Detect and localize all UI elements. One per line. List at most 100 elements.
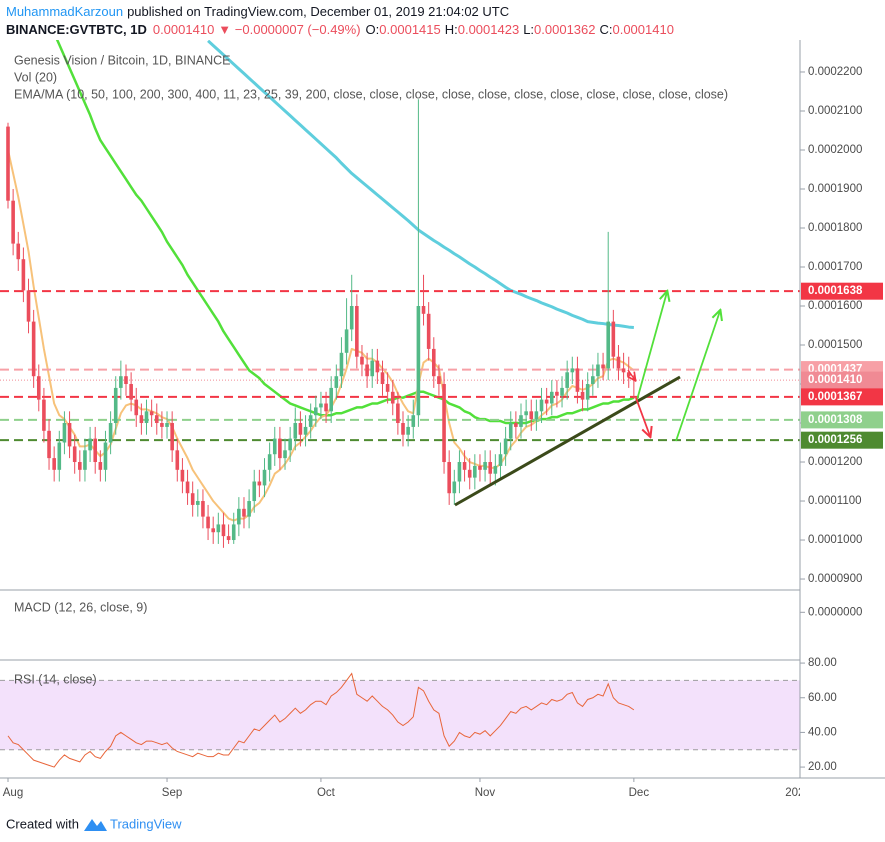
candle-body — [72, 446, 77, 463]
candle-body — [88, 438, 92, 451]
symbol: BINANCE:GVTBTC, 1D — [6, 22, 147, 37]
moving-average — [207, 40, 634, 329]
logo — [84, 819, 107, 831]
level-price-label: 0.0001367 — [808, 391, 862, 403]
candle-body — [575, 368, 580, 392]
candle-body — [473, 465, 477, 478]
candle-body — [6, 126, 10, 201]
candle-body — [421, 306, 426, 314]
candle-body — [611, 321, 616, 357]
candle-body — [565, 372, 569, 388]
candle-body — [303, 426, 308, 435]
candle-body — [21, 259, 26, 291]
candle-body — [288, 438, 292, 451]
candle-body — [134, 399, 139, 416]
last-price: 0.0001410 — [153, 22, 214, 37]
candle-body — [544, 399, 549, 404]
candle-body — [16, 243, 21, 260]
symbol-line: BINANCE:GVTBTC, 1D 0.0001410 ▼ −0.0000007 … — [6, 22, 674, 37]
y-tick-label: 40.00 — [808, 726, 837, 738]
y-tick-label: 80.00 — [808, 657, 837, 669]
candle-body — [416, 306, 421, 416]
y-tick-label: 0.0002200 — [808, 66, 862, 78]
rsi-title: RSI (14, close) — [14, 672, 97, 686]
rsi-band — [0, 680, 800, 750]
x-tick-label: Sep — [162, 787, 182, 799]
candle-body — [57, 442, 62, 470]
arrow-up — [636, 292, 667, 401]
x-tick-label: Oct — [317, 787, 336, 799]
arrow-down — [635, 397, 650, 436]
arrow-up — [675, 311, 720, 442]
candle-body — [149, 411, 154, 416]
candle-body — [47, 430, 51, 459]
candle-body — [93, 438, 98, 463]
y-tick-label: 20.00 — [808, 761, 837, 773]
candle-body — [519, 415, 523, 427]
ohlc-value: 0.0001362 — [534, 22, 595, 37]
level-price-label: 0.0001410 — [808, 374, 862, 386]
rsi-pane — [0, 672, 800, 768]
candle-body — [339, 352, 344, 377]
y-tick-label: 0.0000000 — [808, 606, 862, 618]
y-tick-label: 0.0001600 — [808, 300, 862, 312]
candle-body — [242, 508, 246, 517]
time-axis-labels: Aug Sep Oct Nov Dec 2020 — [3, 787, 800, 799]
author[interactable]: MuhammadKarzoun — [6, 4, 123, 19]
candle-body — [334, 376, 339, 388]
candle-body — [355, 306, 359, 357]
candle-body — [524, 411, 528, 416]
level-price-label: 0.0001308 — [808, 414, 863, 426]
candle-body — [462, 462, 467, 470]
candle-body — [621, 368, 626, 373]
candle-body — [478, 465, 482, 470]
ohlc-key: C: — [599, 22, 612, 37]
header-line: MuhammadKarzoun published on TradingView.… — [6, 4, 509, 19]
candle-body — [226, 536, 231, 541]
candle-body — [508, 423, 513, 439]
candle-body — [262, 469, 267, 486]
candle-body — [360, 356, 364, 365]
candle-body — [278, 438, 282, 459]
candle-body — [52, 458, 56, 470]
candle-body — [83, 450, 87, 470]
candle-body — [498, 454, 503, 466]
candle-body — [452, 481, 457, 494]
candle-body — [314, 407, 318, 416]
candle-body — [267, 454, 272, 470]
candle-body — [344, 329, 349, 353]
ohlc-key: H: — [445, 22, 458, 37]
ohlc-key: L: — [523, 22, 534, 37]
candle-body — [560, 387, 564, 396]
candle-body — [113, 387, 118, 424]
candle-body — [298, 423, 303, 435]
ohlc-value: 0.0001410 — [612, 22, 673, 37]
candle-body — [493, 465, 498, 474]
candle-body — [31, 321, 36, 377]
candle-body — [483, 462, 487, 470]
candle-body — [467, 469, 472, 478]
ohlc-key: O: — [366, 22, 380, 37]
candle-body — [206, 516, 210, 529]
y-tick-label: 0.0001100 — [808, 495, 862, 507]
trend-line — [454, 375, 681, 507]
candle-body — [129, 384, 133, 400]
candle-body — [42, 399, 46, 431]
x-tick-label: Aug — [3, 787, 23, 799]
y-tick-label: 0.0001700 — [808, 261, 862, 273]
y-tick-label: 0.0001900 — [808, 183, 862, 195]
brand[interactable]: TradingView — [110, 816, 182, 831]
candle-body — [390, 391, 395, 404]
change: ▼ −0.0000007 (−0.49%) — [218, 22, 360, 37]
candle-body — [319, 403, 323, 408]
y-tick-label: 0.0001000 — [808, 534, 862, 546]
price-pane — [0, 40, 800, 548]
level-price-box — [801, 431, 883, 449]
candle-body — [396, 403, 400, 424]
candle-body — [283, 450, 287, 459]
candle-body — [185, 481, 190, 494]
candle-body — [139, 415, 144, 424]
axes: 0.0000900 0.0001000 0.0001100 0.0001200 0.00… — [3, 66, 883, 799]
rsi-plot — [0, 672, 800, 768]
